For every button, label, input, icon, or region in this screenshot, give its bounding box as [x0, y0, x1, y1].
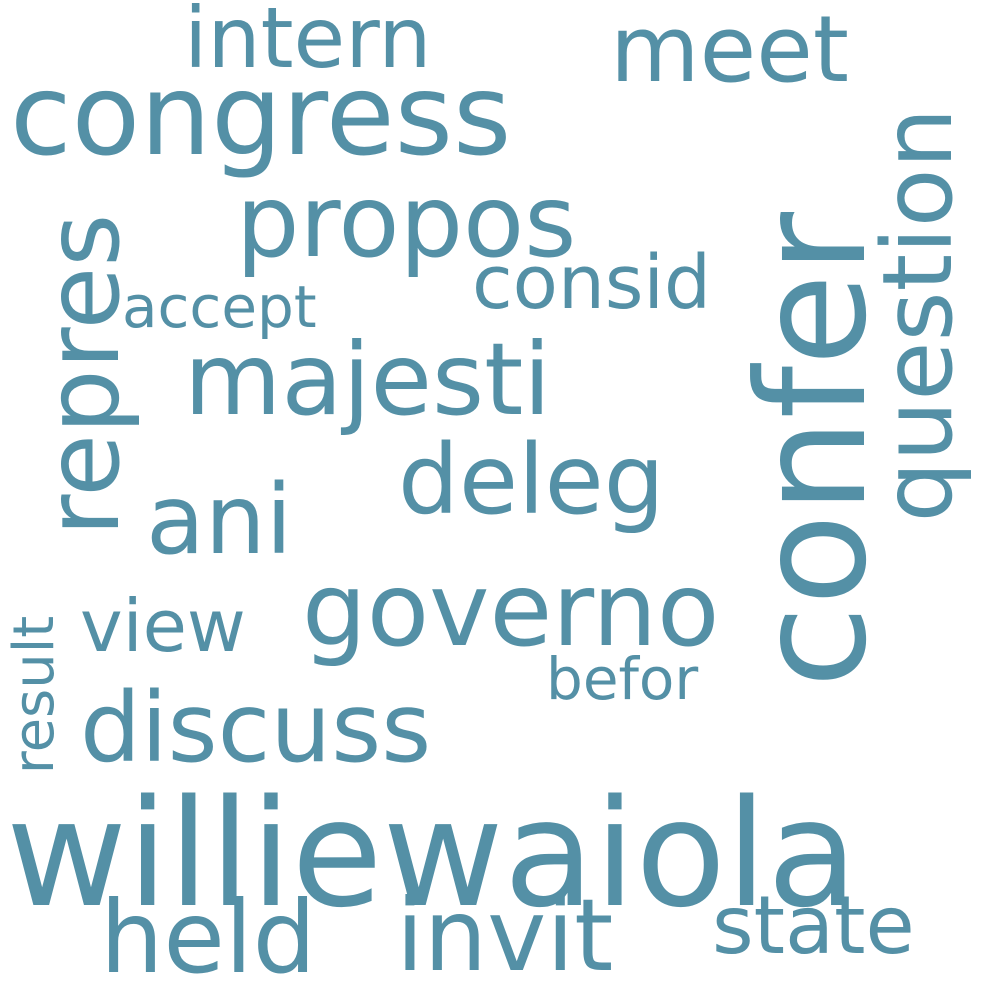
word-propos: propos — [236, 163, 577, 280]
word-invit: invit — [396, 877, 614, 994]
word-state: state — [712, 879, 915, 972]
word-accept: accept — [122, 273, 317, 341]
word-governo: governo — [302, 551, 720, 670]
word-majesti: majesti — [184, 321, 552, 438]
word-ani: ani — [146, 464, 293, 576]
word-deleg: deleg — [398, 424, 665, 536]
word-repres: repres — [24, 213, 143, 537]
word-congress: congress — [10, 51, 512, 181]
word-consid: consid — [472, 240, 711, 326]
word-meet: meet — [610, 0, 849, 103]
word-discuss: discuss — [80, 672, 432, 784]
word-intern: intern — [184, 0, 432, 87]
word-held: held — [100, 879, 317, 996]
word-view: view — [80, 584, 246, 668]
word-question: question — [862, 107, 974, 523]
word-williewaiola: williewaiola — [6, 768, 858, 940]
word-befor: befor — [546, 645, 699, 713]
word-result: result — [2, 615, 67, 775]
